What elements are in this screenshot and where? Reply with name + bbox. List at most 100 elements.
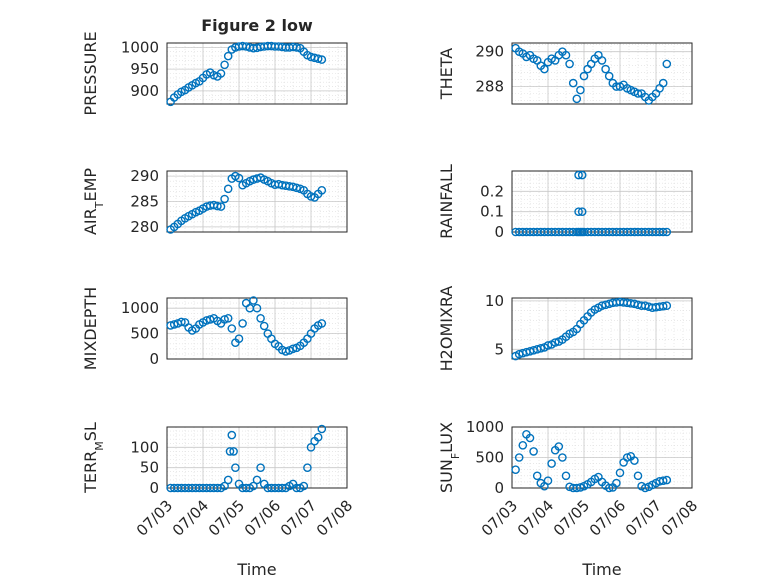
x-tick-label: 07/07 [622,496,665,539]
data-point [177,317,186,327]
y-tick-label: 10 [485,292,504,310]
data-point [561,471,571,481]
data-point [288,344,298,354]
data-point [259,321,269,331]
data-point [550,338,560,347]
data-point [622,453,632,462]
data-point [223,313,233,323]
data-point [568,78,578,88]
y-tick-label: 50 [140,459,159,477]
data-point [518,440,528,450]
data-point [303,463,312,473]
data-point [525,433,535,443]
data-point [227,324,237,333]
y-tick-label: 0.2 [480,182,504,200]
data-point [313,54,323,64]
data-point [572,94,582,104]
data-point [511,465,520,475]
data-point [579,71,589,81]
data-point [658,301,668,311]
y-tick-label: 1000 [121,38,159,56]
x-tick-label: 07/03 [478,496,521,539]
y-tick-label: 0.1 [480,203,504,221]
x-axis-label-left: Time [236,560,276,579]
y-tick-label: 950 [130,60,159,78]
data-point [306,442,316,452]
y-tick-label: 100 [130,438,159,456]
data-point [313,432,323,442]
data-point [583,64,592,74]
data-point [220,194,229,204]
y-axis-label-7: SUNFLUX [437,422,462,493]
y-tick-label: 280 [130,218,159,236]
data-point [529,447,538,456]
data-point [658,476,668,486]
data-point [249,296,258,305]
data-point [633,471,643,481]
data-point [561,50,571,60]
data-point [558,453,567,462]
data-point [662,301,672,311]
data-point [317,55,327,64]
data-point [317,319,327,328]
x-tick-label: 07/04 [169,496,212,539]
x-tick-label: 07/08 [658,496,701,539]
y-axis-label-0: PRESSURE [81,31,100,115]
data-point [574,170,583,180]
data-point [220,60,229,70]
x-tick-label: 07/07 [277,496,320,539]
y-axis-label-4: MIXDEPTH [81,287,100,370]
data-point [223,51,233,61]
data-point [238,319,247,328]
axes-box-7 [511,426,693,489]
data-point [256,463,265,473]
data-point [292,43,301,52]
figure-title: Figure 2 low [201,16,313,35]
data-point [662,227,672,237]
data-point [234,334,244,344]
axes-box-1 [511,42,693,105]
data-point [576,483,585,492]
data-point [577,207,587,216]
data-point [612,478,621,488]
data-point [216,202,226,211]
y-tick-label: 0 [494,479,504,497]
data-point [577,170,587,180]
data-point [658,78,668,88]
y-tick-label: 290 [130,167,159,185]
axes-box-4 [166,297,348,360]
y-tick-label: 0 [149,479,159,497]
data-point [532,471,542,481]
data-point [281,347,291,356]
y-tick-label: 288 [475,78,504,96]
data-point [547,459,556,468]
data-point [229,447,238,456]
data-point [231,463,240,473]
data-point [317,185,327,195]
data-point [633,89,643,98]
data-point [574,207,583,216]
y-axis-label-3: RAINFALL [437,164,456,239]
y-tick-label: 5 [494,340,504,358]
data-point [252,303,262,313]
data-point [252,475,262,485]
data-point [227,430,237,440]
data-point [604,71,614,81]
data-point [586,59,596,69]
data-point [223,475,233,485]
data-point [216,69,226,78]
data-point [543,476,553,486]
data-point [317,424,327,434]
axes-box-5 [511,297,693,360]
axes-box-0 [166,42,348,105]
y-tick-label: 0 [494,223,504,241]
data-point [292,183,301,193]
data-point [223,184,233,194]
data-point [220,315,229,324]
y-axis-label-1: THETA [437,48,456,100]
data-point [630,456,639,465]
data-point [256,313,265,323]
y-tick-label: 290 [475,43,504,61]
